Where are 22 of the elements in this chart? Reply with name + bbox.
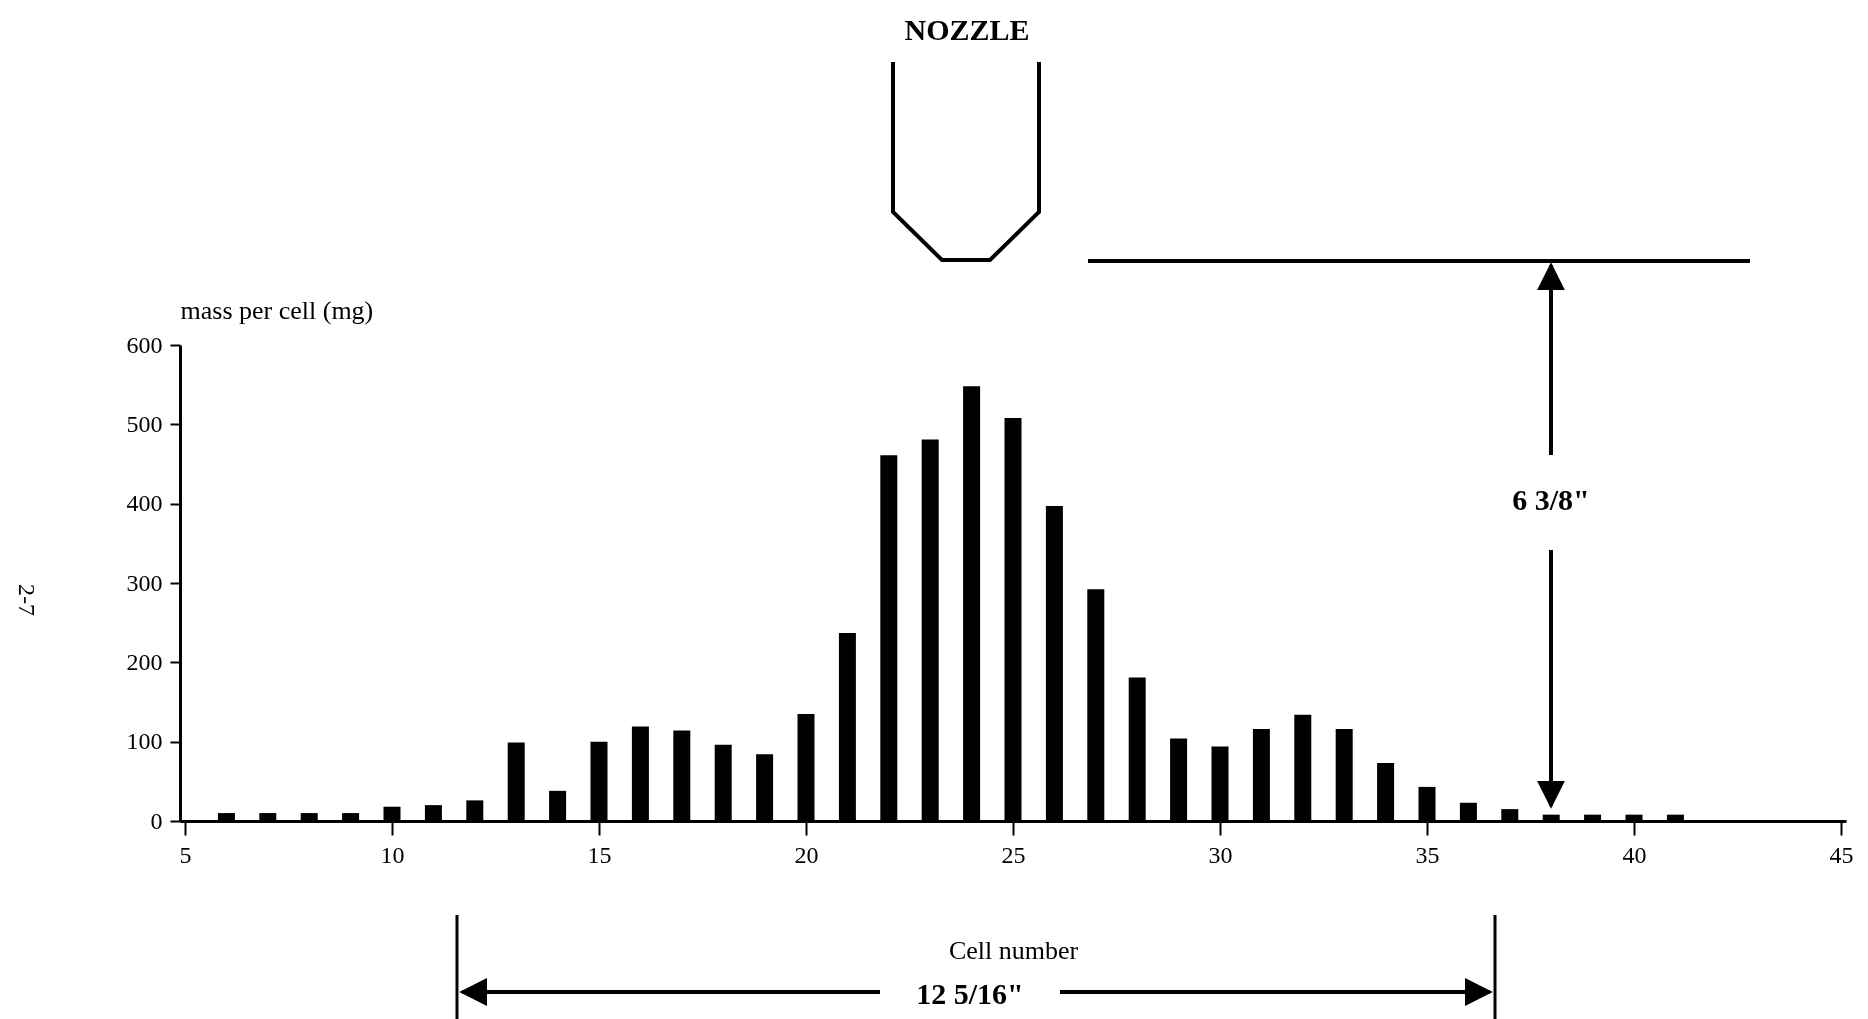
annotation: 6 3/8" [1508,483,1594,517]
y-tick-label: 200 [126,648,163,675]
y-tick-label: 300 [126,569,163,596]
text: 2-7 [12,580,40,620]
text: NOZZLE [900,13,1034,47]
y-axis-title: mass per cell (mg) [180,295,374,325]
y-tick-label: 600 [126,331,163,358]
x-tick-label: 25 [1001,841,1026,868]
x-tick-label: 35 [1415,841,1440,868]
x-tick-label: 40 [1622,841,1647,868]
x-tick-label: 20 [794,841,819,868]
x-axis-title: Cell number [948,935,1079,965]
x-tick-label: 5 [179,841,192,868]
x-tick-label: 30 [1208,841,1233,868]
x-tick-label: 10 [380,841,405,868]
y-tick-label: 0 [150,807,163,834]
y-tick-label: 500 [126,410,163,437]
y-tick-label: 400 [126,490,163,517]
x-tick-label: 15 [587,841,612,868]
x-tick-label: 45 [1829,841,1854,868]
y-tick-label: 100 [126,728,163,755]
text: 12 5/16" [912,977,1028,1011]
